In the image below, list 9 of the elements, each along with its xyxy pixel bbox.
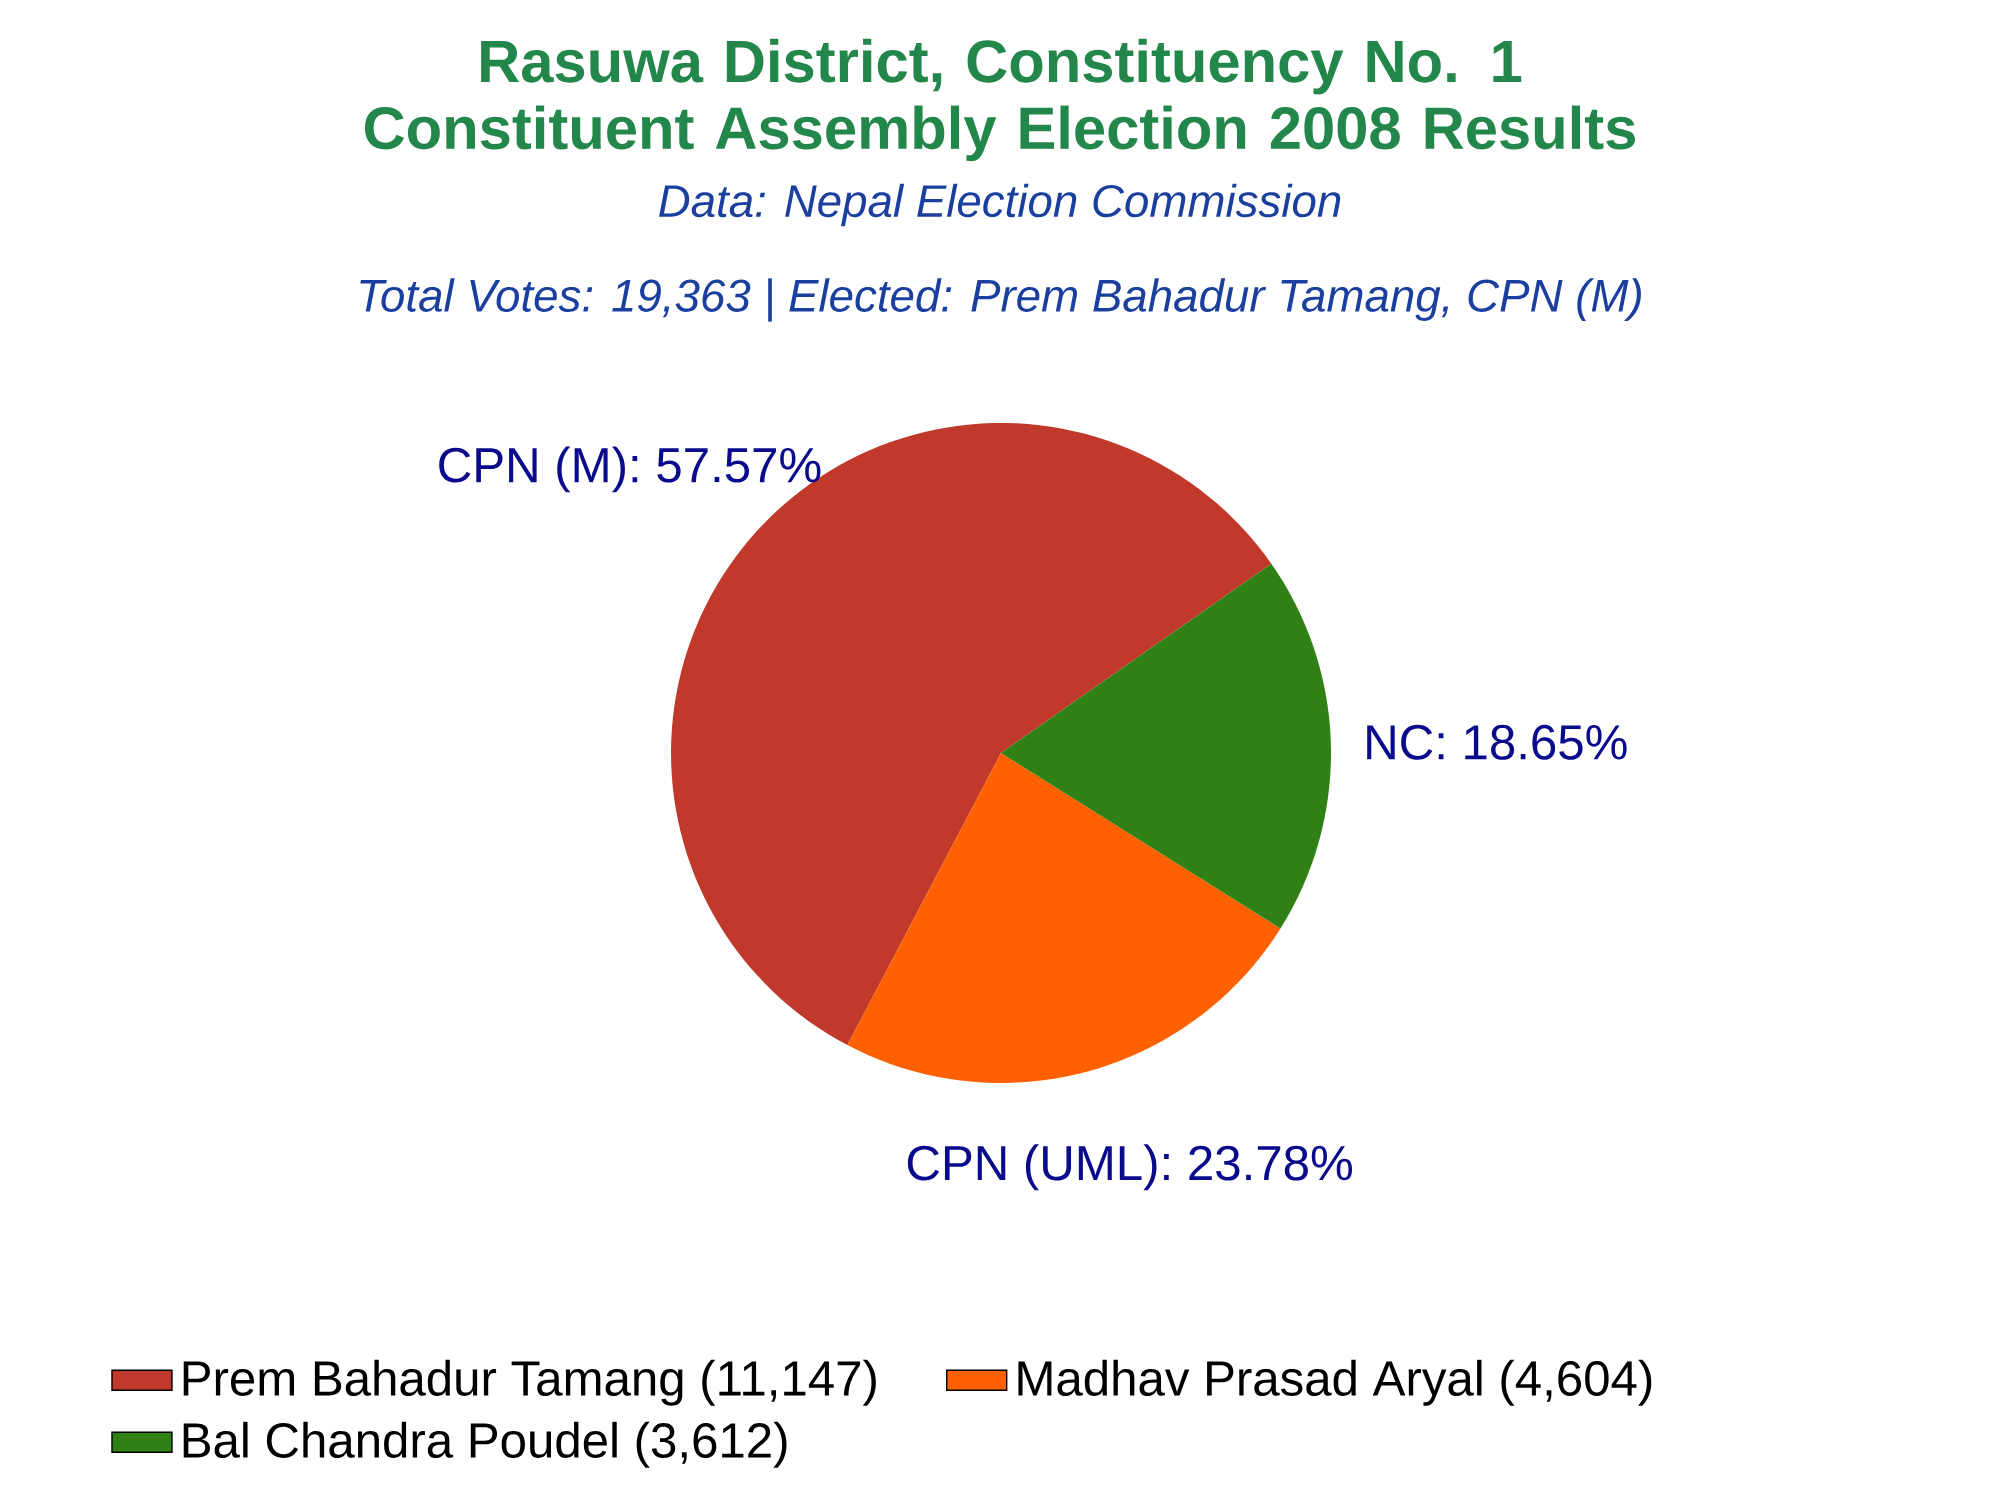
data-label: NC: 18.65% bbox=[1367, 724, 1627, 760]
legend-label: Madhav Prasad Aryal (4,604) bbox=[1018, 1359, 1652, 1406]
text: Data: Nepal Election Commission bbox=[659, 183, 1341, 227]
data-label: CPN (UML): 23.78% bbox=[907, 1144, 1352, 1191]
chart-title: Rasuwa District, Constituency No. 1 Constituent Assembly Election 2008 Results bbox=[364, 38, 1635, 162]
legend-label: Prem Bahadur Tamang (11,147) bbox=[183, 1359, 876, 1406]
data-label: CPN (M): 57.57% bbox=[439, 446, 821, 493]
legend-label: Bal Chandra Poudel (3,612) bbox=[183, 1421, 787, 1468]
chart-subtitle: Total Votes: 19,363 | Elected: Prem Bahadur Tamang, CPN (M) bbox=[360, 278, 1641, 322]
